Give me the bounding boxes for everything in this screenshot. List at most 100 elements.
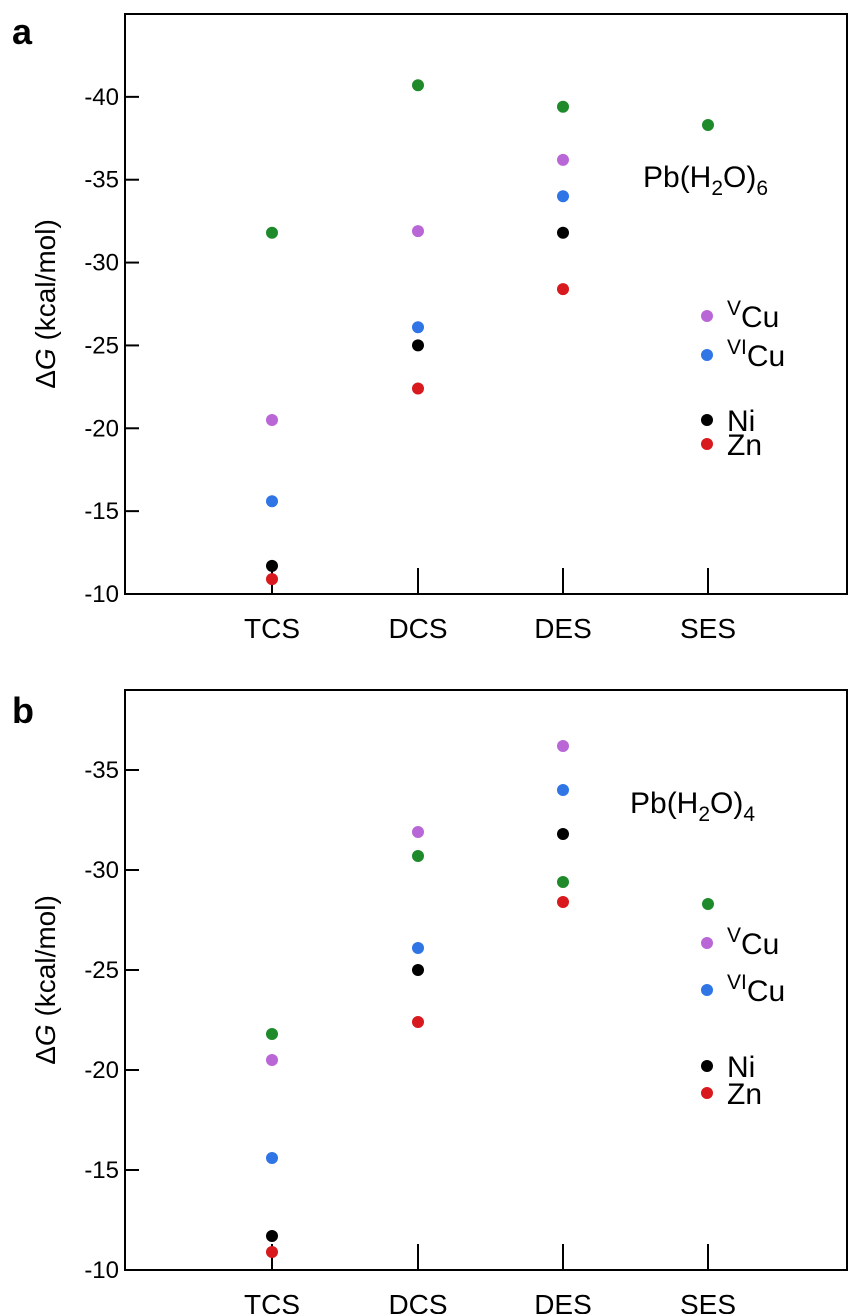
point-vicu-des [557,784,569,796]
point-vicu-dcs [412,321,424,334]
point-vicu-des [557,190,569,203]
point-vicu-tcs [266,495,278,508]
point-green-ses [702,898,714,910]
legend-sup: V [727,297,741,320]
y-tick-label: -10 [84,1257,119,1284]
x-tick-label-ses: SES [680,613,736,644]
y-tick-label: -10 [84,581,119,608]
legend-label-zn: Zn [727,1078,762,1111]
y-tick-label: -35 [84,757,119,784]
panel-a-ylabel-var: G [30,348,61,370]
legend-text: Zn [727,1078,762,1111]
point-zn-des [557,896,569,908]
panel-a-complex-mid: O) [723,161,756,194]
legend-text: Cu [747,340,785,373]
point-green-tcs [266,226,278,239]
panel-b-complex-formula: Pb(H [630,787,698,820]
panel-a-complex-sub2: 6 [756,177,768,200]
point-vcu-tcs [266,1054,278,1066]
panel-b-complex-mid: O) [710,787,743,820]
point-vcu-des [557,740,569,752]
x-tick-label-des: DES [534,1289,592,1314]
legend-text: Cu [747,975,785,1008]
panel-a: a -10 -15 -20 -25 -30 -35 -40 TCS DCS DES SES ΔG … [12,11,848,644]
point-vcu-dcs [412,225,424,238]
x-tick-label-ses: SES [680,1289,736,1314]
y-tick-label: -40 [84,84,119,111]
legend-marker-vicu [701,984,713,996]
panel-a-plot-frame [124,13,848,595]
point-green-dcs [412,79,424,92]
y-tick-label: -20 [84,415,119,442]
y-tick-label: -25 [84,332,119,359]
panel-a-y-axis-title: ΔG (kcal/mol) [30,219,61,389]
legend-label-ni: Ni [727,1051,755,1084]
panel-a-x-axis: TCS DCS DES SES [244,568,736,644]
panel-b-complex-label: Pb(H2O)4 [630,787,755,826]
legend-label-zn: Zn [727,429,762,462]
legend-marker-ni [701,1060,713,1072]
point-vcu-dcs [412,826,424,838]
point-ni-des [557,226,569,239]
x-tick-label-tcs: TCS [244,1289,300,1314]
legend-marker-ni [701,414,713,426]
y-tick-label: -30 [84,857,119,884]
legend-marker-zn [701,438,713,450]
legend-marker-vcu [701,310,713,322]
legend-marker-vicu [701,349,713,361]
panel-b-ylabel-unit: (kcal/mol) [30,895,61,1024]
x-tick-label-tcs: TCS [244,613,300,644]
point-ni-tcs [266,559,278,572]
panel-b-data-points [266,740,714,1258]
legend-marker-zn [701,1087,713,1099]
legend-label-ni: Ni [727,405,755,438]
point-vcu-des [557,153,569,166]
panel-b-y-axis: -10 -15 -20 -25 -30 -35 [84,757,139,1284]
panel-a-letter: a [12,11,33,52]
x-tick-label-dcs: DCS [388,1289,447,1314]
point-ni-dcs [412,964,424,976]
point-green-dcs [412,850,424,862]
panel-b-ylabel-var: G [30,1024,61,1046]
panel-b-letter: b [12,690,34,731]
point-zn-tcs [266,573,278,586]
point-ni-tcs [266,1230,278,1242]
panel-a-complex-label: Pb(H2O)6 [643,161,768,200]
panel-a-complex-formula: Pb(H [643,161,711,194]
point-ni-dcs [412,339,424,352]
y-tick-label: -35 [84,167,119,194]
point-zn-dcs [412,1016,424,1028]
point-vicu-dcs [412,942,424,954]
legend-text: Ni [727,405,755,438]
point-green-tcs [266,1028,278,1040]
panel-a-y-axis: -10 -15 -20 -25 -30 -35 -40 [84,84,139,608]
legend-label-vcu: VCu [727,924,779,961]
panel-a-ylabel-delta: Δ [30,370,61,389]
point-ni-des [557,828,569,840]
panel-b-complex-sub1: 2 [698,803,710,826]
panel-b-plot-frame [124,689,848,1271]
panel-b-y-axis-title: ΔG (kcal/mol) [30,895,61,1065]
x-tick-label-des: DES [534,613,592,644]
legend-text: Cu [741,301,779,334]
legend-sup: VI [727,336,747,359]
y-tick-label: -30 [84,250,119,277]
legend-text: Ni [727,1051,755,1084]
panel-b-ylabel-delta: Δ [30,1046,61,1065]
point-green-des [557,876,569,888]
panel-a-complex-sub1: 2 [711,177,723,200]
legend-sup: VI [727,971,747,994]
point-zn-tcs [266,1246,278,1258]
y-tick-label: -25 [84,957,119,984]
panel-a-data-points [266,79,714,586]
legend-text: Zn [727,429,762,462]
legend-label-vicu: VICu [727,971,785,1008]
legend-text: Cu [741,928,779,961]
panel-b-x-axis: TCS DCS DES SES [244,1244,736,1314]
panel-b: b -10 -15 -20 -25 -30 -35 TCS DCS DES SES ΔG (kc… [12,689,848,1314]
point-green-des [557,100,569,113]
panel-a-ylabel-unit: (kcal/mol) [30,219,61,348]
